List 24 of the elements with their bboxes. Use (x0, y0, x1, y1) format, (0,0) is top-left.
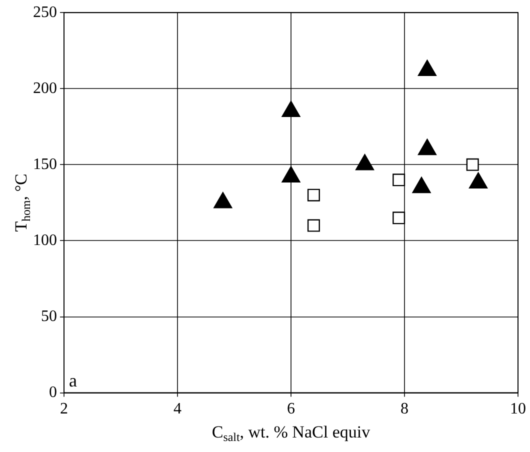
point (412, 176, 431, 194)
point (282, 100, 300, 118)
y-tick-label: 150 (33, 156, 57, 173)
x-tick-label: 2 (60, 400, 68, 418)
annotation: a (69, 370, 77, 391)
y-tick-label: 200 (33, 80, 57, 97)
x-tick-label: 10 (510, 400, 526, 418)
point (214, 192, 232, 208)
point (418, 60, 436, 76)
point (469, 172, 488, 189)
x-tick-label: 6 (287, 400, 295, 418)
x-tick-label: 8 (400, 400, 408, 418)
y-tick-label: 50 (41, 308, 57, 325)
point (307, 219, 320, 232)
y-tick-label: 100 (33, 232, 57, 249)
point (392, 212, 406, 224)
y-axis-title: Thom, °C (11, 174, 34, 232)
point (418, 138, 436, 156)
y-tick-label: 0 (49, 384, 57, 402)
point (356, 154, 374, 170)
y-tick-label: 250 (33, 4, 57, 21)
point (282, 166, 300, 182)
x-tick-label: 4 (174, 400, 182, 418)
point (307, 188, 320, 202)
